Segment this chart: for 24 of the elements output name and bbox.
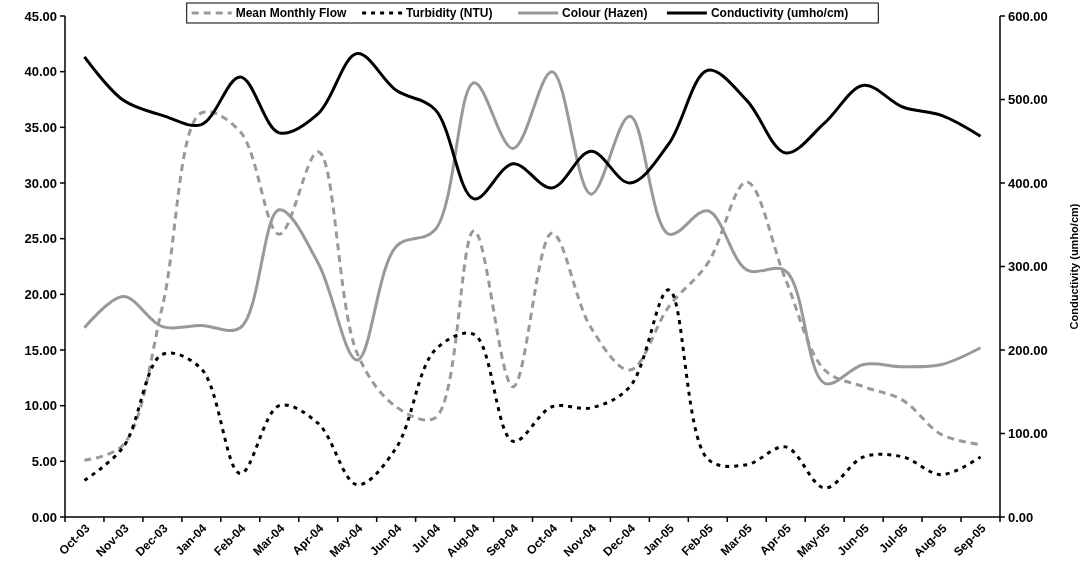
y2-tick-label: 0.00 (1008, 509, 1034, 525)
y-tick-label: 35.00 (24, 119, 57, 135)
y2-tick-label: 100.00 (1008, 426, 1048, 442)
y2-tick-label: 200.00 (1008, 342, 1048, 358)
y2-axis-title: Conductivity (umho/cm) (1068, 203, 1080, 330)
y-tick-label: 20.00 (24, 286, 57, 302)
line-series (82, 52, 983, 201)
y2-tick-label: 600.00 (1008, 8, 1048, 24)
legend-label: Conductivity (umho/cm) (710, 6, 849, 21)
legend-label: Turbidity (NTU) (406, 6, 493, 21)
y2-tick-label: 400.00 (1008, 175, 1048, 191)
y-tick-label: 10.00 (24, 398, 57, 414)
legend-label: Colour (Hazen) (562, 6, 648, 21)
y-tick-label: 5.00 (31, 453, 57, 469)
y-tick-label: 45.00 (24, 8, 57, 24)
y2-tick-label: 500.00 (1008, 92, 1048, 108)
y-tick-label: 25.00 (24, 231, 57, 247)
y-tick-label: 15.00 (24, 342, 57, 358)
y-tick-label: 40.00 (24, 64, 57, 80)
y2-tick-label: 300.00 (1008, 259, 1048, 275)
y-tick-label: 0.00 (31, 509, 57, 525)
line-series (82, 288, 983, 490)
y-tick-label: 30.00 (24, 175, 57, 191)
legend-label: Mean Monthly Flow (235, 6, 348, 21)
